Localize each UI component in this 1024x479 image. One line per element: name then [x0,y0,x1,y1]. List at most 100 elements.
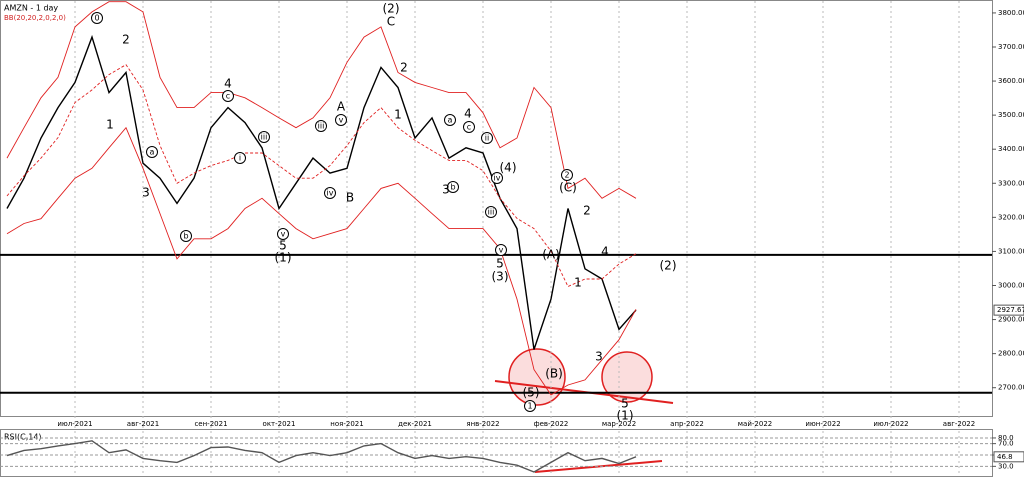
y-tick-label: 80.0 [998,434,1014,442]
x-tick-label: июн-2022 [805,420,840,428]
wave-label: A [337,100,346,114]
wave-circle [561,169,573,181]
wave-circle [146,146,158,158]
rsi-title: RSI(C,14) [4,433,42,442]
wave-label: 0 [94,14,99,23]
wave-label: C [387,15,395,29]
wave-label: b [450,183,455,192]
x-tick-label: ноя-2021 [330,420,363,428]
y-tick-label: 3700.00 [998,43,1024,51]
chart-title: AMZN - 1 day [4,4,58,13]
x-tick-label: фев-2022 [534,420,569,428]
wave-label: 2 [583,204,591,218]
x-tick-label: окт-2021 [263,420,296,428]
y-tick-label: 30.0 [998,462,1014,470]
y-tick-label: 2700.00 [998,384,1024,392]
last-value-tag [993,304,1024,316]
wave-circle [258,131,270,143]
y-tick-label: 3500.00 [998,111,1024,119]
wave-label: ii [485,134,489,143]
wave-label: (1) [617,409,634,423]
trend-line [534,460,663,473]
wave-circle [324,187,336,199]
wave-label: i [239,154,241,163]
wave-label: iii [318,122,325,131]
wave-label: 3 [595,350,603,364]
y-tick-label: 3600.00 [998,77,1024,85]
wave-label: (B) [545,367,563,381]
band-line [6,1,637,199]
wave-circle [447,181,459,193]
wave-circle [180,230,192,242]
y-tick-label: 70.0 [998,440,1014,448]
y-tick-label: 3800.00 [998,9,1024,17]
y-tick-label: 3100.00 [998,247,1024,255]
wave-label: 1 [574,276,582,290]
last-value-label: 2927.67 [997,306,1024,314]
y-tick-label: 3000.00 [998,281,1024,289]
y-tick-label: 2800.00 [998,350,1024,358]
wave-circle [463,121,475,133]
wave-label: 1 [394,108,402,122]
wave-label: 5 [496,257,504,271]
wave-label: (3) [492,270,509,284]
wave-circle [444,114,456,126]
x-tick-label: мар-2022 [602,420,636,428]
wave-label: 1 [527,402,532,411]
wave-label: 2 [564,171,569,180]
wave-circle [277,228,289,240]
wave-label: 2 [122,33,130,47]
wave-label: c [226,92,230,101]
x-tick-label: дек-2021 [398,420,432,428]
wave-label: 4 [464,107,472,121]
wave-circle [91,12,103,24]
wave-label: a [150,148,155,157]
x-tick-label: авг-2022 [943,420,975,428]
wave-label: 4 [224,77,232,91]
wave-label: iv [494,174,501,183]
wave-circle [234,152,246,164]
wave-label: v [339,116,344,125]
wave-circle [524,400,536,412]
price-line [6,440,637,473]
wave-label: B [346,191,354,205]
last-value-tag [993,451,1024,463]
y-tick-label: 3200.00 [998,213,1024,221]
wave-circle [481,132,493,144]
wave-label: 5 [621,397,629,411]
wave-label: 4 [601,245,609,259]
wave-circle [485,206,497,218]
wave-label: iii [261,133,268,142]
x-tick-label: июл-2022 [873,420,908,428]
wave-label: (4) [500,161,517,175]
wave-label: 3 [142,186,150,200]
x-tick-label: июл-2021 [57,420,92,428]
wave-circle [222,90,234,102]
price-line [6,34,637,350]
wave-label: 3 [442,183,450,197]
wave-label: (A) [542,248,560,262]
wave-circle [335,114,347,126]
wave-label: iv [327,189,334,198]
wave-label: (2) [383,2,400,16]
price-pane [0,0,993,417]
wave-label: v [499,246,504,255]
highlight-circle [601,351,653,403]
x-tick-label: апр-2022 [670,420,704,428]
indicator-label: BB(20,20,2,0,2,0) [4,14,66,22]
wave-label: 2 [400,61,408,75]
y-tick-label: 3300.00 [998,179,1024,187]
x-tick-label: май-2022 [738,420,772,428]
wave-circle [315,120,327,132]
x-tick-label: янв-2022 [466,420,499,428]
wave-label: c [467,123,471,132]
last-value-label: 46.8 [997,453,1013,461]
wave-circle [491,172,503,184]
wave-label: (2) [660,259,677,273]
y-tick-label: 3400.00 [998,145,1024,153]
x-tick-label: авг-2021 [127,420,159,428]
wave-label: (5) [523,386,540,400]
wave-label: (1) [275,251,292,265]
